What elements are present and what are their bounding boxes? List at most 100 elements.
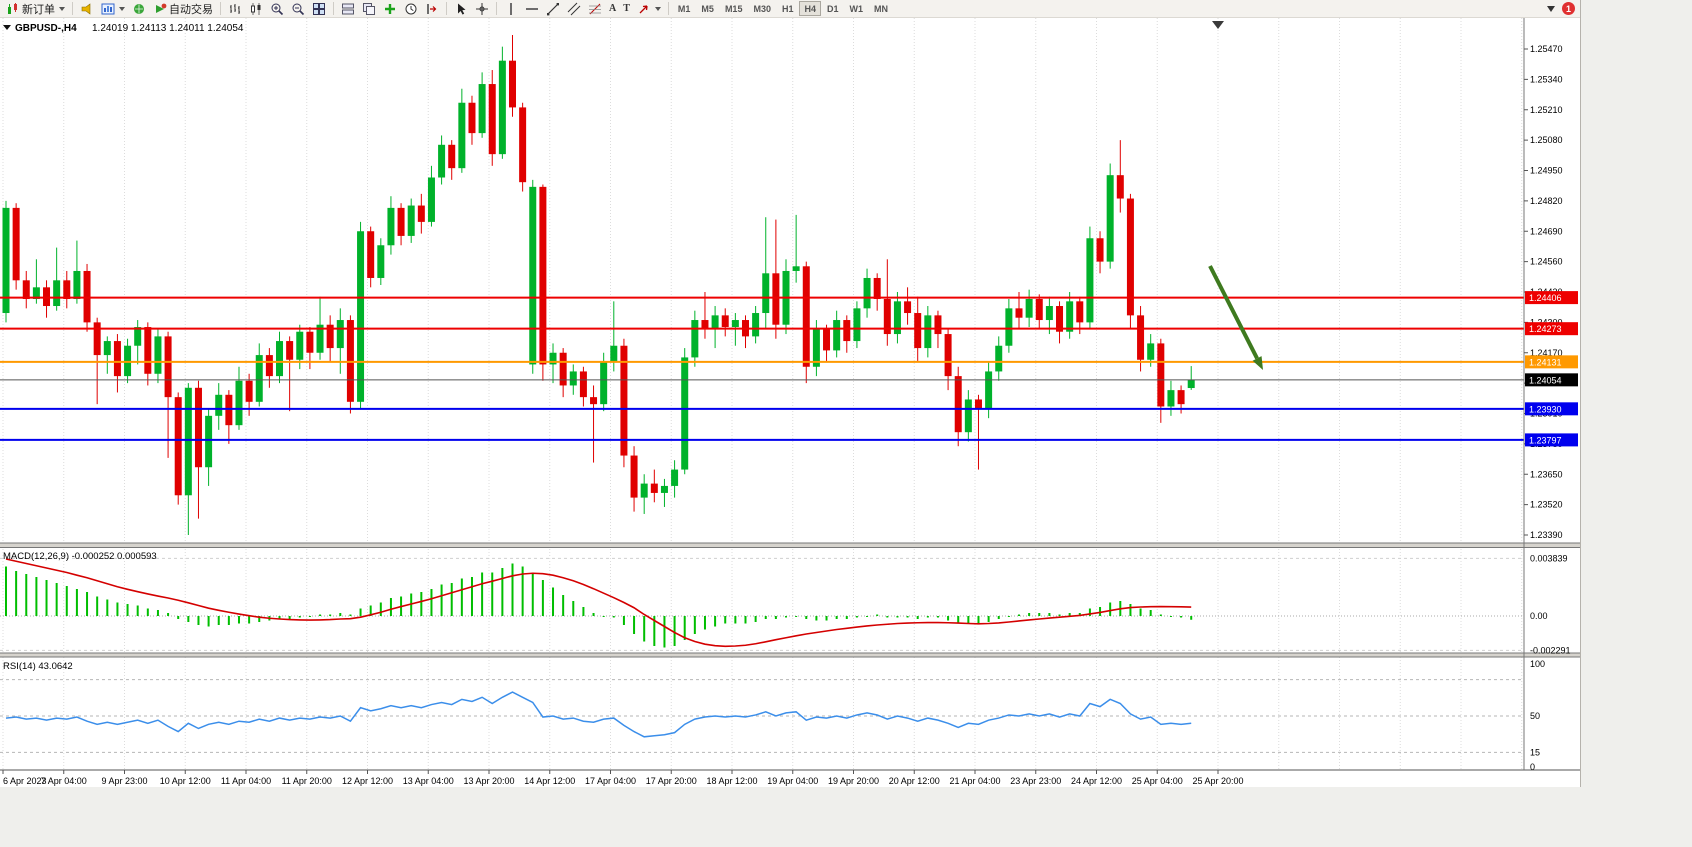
macd-bar [1088, 608, 1091, 616]
add-indicator-button[interactable] [380, 1, 400, 16]
green-plus-icon [385, 3, 395, 14]
macd-bar [714, 616, 717, 627]
arrows-tool-button[interactable] [634, 1, 664, 16]
macd-bar [1068, 613, 1071, 616]
price-tick-label: 1.24560 [1530, 257, 1563, 267]
price-tick-label: 1.25210 [1530, 105, 1563, 115]
macd-bar [1048, 613, 1051, 616]
macd-bar [633, 616, 636, 634]
cascade-windows-button[interactable] [359, 1, 379, 16]
macd-bar [359, 608, 362, 616]
candle-bull [255, 355, 263, 402]
time-tick-label: 18 Apr 12:00 [706, 776, 757, 786]
macd-bar [1159, 614, 1162, 616]
fibonacci-tool-button[interactable] [585, 1, 605, 16]
rsi-label: RSI(14) 43.0642 [3, 661, 73, 672]
candle-bear [974, 399, 982, 409]
candle-bear [509, 60, 516, 108]
time-tick-label: 14 Apr 12:00 [524, 776, 575, 786]
zoom-out-button[interactable] [288, 1, 308, 16]
timeframe-m15-button[interactable]: M15 [720, 1, 748, 16]
trendline-tool-button[interactable] [543, 1, 563, 16]
candle-bull [762, 273, 770, 314]
timeframe-d1-button[interactable]: D1 [822, 1, 844, 16]
macd-bar [1018, 614, 1020, 616]
timeframe-mn-button[interactable]: MN [869, 1, 893, 16]
price-label-text: 1.24406 [1529, 293, 1562, 303]
macd-bar [622, 616, 625, 625]
price-axis[interactable]: 1.25470 1.25340 1.25210 1.25080 1.24950 1.248… [1524, 44, 1578, 772]
green-globe-icon [134, 3, 144, 14]
cursor-button[interactable] [451, 1, 471, 16]
price-label-text: 1.24131 [1529, 357, 1562, 367]
candle-bull [711, 315, 719, 330]
candle-bull [1187, 379, 1195, 389]
hline-objects[interactable] [0, 296, 1524, 441]
candle-bull [985, 371, 993, 409]
price-tick-label: 1.24690 [1530, 226, 1563, 236]
zoom-in-button[interactable] [267, 1, 287, 16]
candle-bull [812, 329, 820, 367]
chart-dropdown-icon[interactable] [3, 25, 11, 30]
macd-bar [795, 616, 798, 617]
arrow-annotation[interactable] [1208, 265, 1263, 370]
candle-bull [549, 352, 557, 365]
chart-shift-marker[interactable] [1212, 21, 1224, 29]
community-button[interactable] [129, 1, 149, 16]
arrange-windows-icon [342, 3, 354, 14]
timeframe-m1-button[interactable]: M1 [673, 1, 696, 16]
text-tool-button[interactable]: A [606, 1, 619, 16]
clock-icon [405, 3, 417, 14]
candle-bull [1045, 306, 1053, 321]
candle-bull [427, 177, 435, 222]
price-tick-label: 1.25470 [1530, 44, 1563, 54]
arrange-windows-button[interactable] [338, 1, 358, 16]
tile-windows-button[interactable] [309, 1, 329, 16]
macd-bar [470, 577, 473, 616]
crosshair-button[interactable] [472, 1, 492, 16]
time-tick-label: 19 Apr 04:00 [767, 776, 818, 786]
channel-tool-button[interactable] [564, 1, 584, 16]
macd-bar [703, 616, 706, 630]
autotrading-button[interactable]: 自动交易 [150, 1, 216, 16]
chart-shift-button[interactable] [422, 1, 442, 16]
macd-bar [1139, 608, 1142, 616]
candle-bear [245, 380, 253, 402]
alerts-button[interactable] [77, 1, 97, 16]
vertical-line-tool-button[interactable] [501, 1, 521, 16]
timeframe-m30-button[interactable]: M30 [748, 1, 776, 16]
price-tick-label: 1.23520 [1530, 500, 1563, 510]
chevron-down-icon [119, 6, 125, 11]
price-label-text: 1.23930 [1529, 404, 1562, 414]
new-order-icon [8, 2, 17, 14]
timeframe-h4-button[interactable]: H4 [799, 1, 821, 16]
new-chart-button[interactable] [98, 1, 128, 16]
macd-bar [845, 616, 848, 619]
notifications-badge[interactable]: 1 [1562, 2, 1575, 15]
horizontal-line-tool-button[interactable] [522, 1, 542, 16]
bar-chart-button[interactable] [225, 1, 245, 16]
candle-bear [306, 331, 314, 353]
macd-bar [339, 613, 342, 616]
candle-bear [1035, 299, 1043, 321]
timeframe-m5-button[interactable]: M5 [696, 1, 719, 16]
macd-bar [5, 566, 7, 616]
timeframe-w1-button[interactable]: W1 [845, 1, 869, 16]
fibonacci-icon [589, 3, 601, 14]
macd-bar [430, 589, 433, 616]
chart-canvas[interactable]: 1.25470 1.25340 1.25210 1.25080 1.24950 1.248… [0, 18, 1580, 787]
price-label-box [1525, 355, 1578, 369]
period-clock-button[interactable] [401, 1, 421, 16]
candle-bear [519, 107, 527, 183]
dropdown-icon[interactable] [1547, 5, 1555, 12]
time-tick-label: 20 Apr 12:00 [889, 776, 940, 786]
text-label-tool-button[interactable]: T [620, 1, 633, 16]
price-label-box [1525, 373, 1578, 387]
candle-bear [579, 371, 587, 398]
timeframe-h1-button[interactable]: H1 [777, 1, 799, 16]
macd-bar [602, 616, 605, 617]
macd-bar [65, 586, 68, 616]
new-order-button[interactable]: 新订单 [3, 1, 68, 16]
candlestick-chart-button[interactable] [246, 1, 266, 16]
